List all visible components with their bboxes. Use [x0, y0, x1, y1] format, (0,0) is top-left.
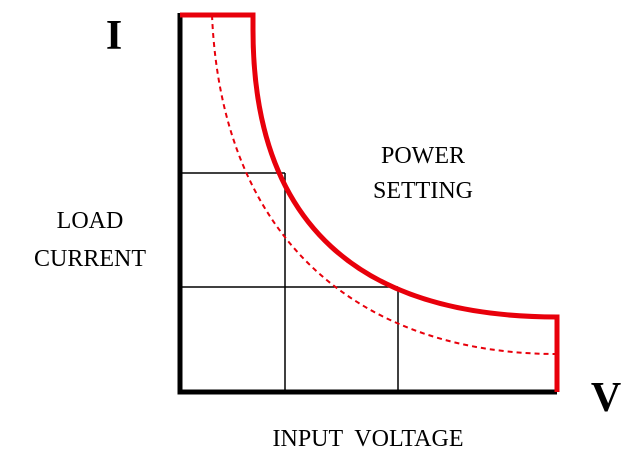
grid: [180, 172, 399, 392]
axes: [177, 13, 557, 395]
y-title: CURRENT: [34, 246, 146, 272]
y-axis-letter: I: [106, 13, 122, 59]
x-axis-letter: V: [591, 375, 621, 421]
power-curve: [180, 12, 560, 392]
dashed-power-curve: [211, 14, 558, 355]
y-title: LOAD: [57, 208, 124, 234]
curve-label: SETTING: [373, 178, 473, 204]
x-title: INPUT VOLTAGE: [273, 426, 464, 449]
curve-label: POWER: [381, 143, 465, 169]
